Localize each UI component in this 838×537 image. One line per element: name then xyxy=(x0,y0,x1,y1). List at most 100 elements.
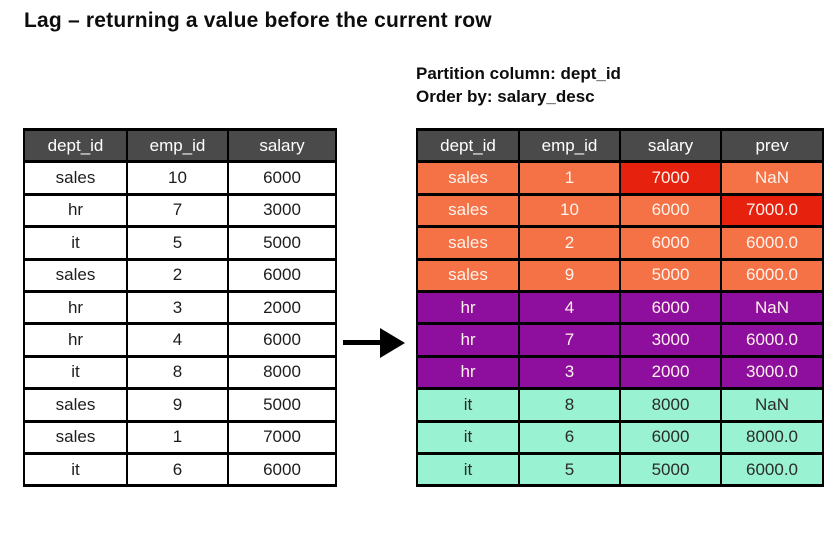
table-row: hr 3 2000 xyxy=(23,289,337,326)
table-cell: 8 xyxy=(126,354,229,391)
column-header-dept_id: dept_id xyxy=(23,127,128,164)
table-cell: 9 xyxy=(518,257,621,293)
table-row: it 8 8000 NaN xyxy=(416,387,824,423)
transform-arrow-icon xyxy=(343,328,405,358)
page-title: Lag – returning a value before the curre… xyxy=(24,9,492,32)
table-cell: 6000 xyxy=(619,225,722,261)
column-header-dept_id: dept_id xyxy=(416,127,520,164)
table-cell: sales xyxy=(23,257,128,293)
table-cell: 6000 xyxy=(619,289,722,326)
table-row: sales 9 5000 xyxy=(23,387,337,423)
table-row: hr 7 3000 6000.0 xyxy=(416,322,824,358)
table-cell: hr xyxy=(416,354,520,391)
table-cell: NaN xyxy=(720,160,824,196)
table-cell: sales xyxy=(416,257,520,293)
arrow-head xyxy=(380,328,405,358)
table-row: hr 3 2000 3000.0 xyxy=(416,354,824,391)
header-row: dept_id emp_id salary xyxy=(23,127,337,164)
table-cell: it xyxy=(23,451,128,488)
table-cell: 6000 xyxy=(619,192,722,229)
table-cell: 4 xyxy=(126,322,229,358)
table-cell: 5 xyxy=(518,451,621,488)
partition-column-label: Partition column: dept_id xyxy=(416,64,621,83)
table-row: it 8 8000 xyxy=(23,354,337,391)
table-cell: sales xyxy=(23,160,128,196)
table-cell: 8 xyxy=(518,387,621,423)
table-row: sales 10 6000 xyxy=(23,160,337,196)
arrow-shaft xyxy=(343,340,387,345)
table-cell: sales xyxy=(23,387,128,423)
table-cell: 2 xyxy=(126,257,229,293)
table-cell: 3000 xyxy=(619,322,722,358)
table-row: hr 4 6000 xyxy=(23,322,337,358)
table-cell: 6000 xyxy=(227,257,337,293)
table-cell: 6 xyxy=(126,451,229,488)
table-cell: 4 xyxy=(518,289,621,326)
table-cell: 8000 xyxy=(227,354,337,391)
table-row: sales 2 6000 xyxy=(23,257,337,293)
table-cell: NaN xyxy=(720,289,824,326)
table-cell: 3 xyxy=(518,354,621,391)
table-cell: sales xyxy=(416,192,520,229)
table-cell: hr xyxy=(23,289,128,326)
table-cell: 5000 xyxy=(619,257,722,293)
table-row: sales 10 6000 7000.0 xyxy=(416,192,824,229)
table-row: sales 1 7000 xyxy=(23,419,337,455)
table-row: hr 7 3000 xyxy=(23,192,337,229)
table-cell: NaN xyxy=(720,387,824,423)
header-row: dept_id emp_id salary prev xyxy=(416,127,824,164)
table-cell: 6000.0 xyxy=(720,322,824,358)
table-cell: 5000 xyxy=(227,387,337,423)
table-cell: 7000 xyxy=(619,160,722,196)
table-cell: it xyxy=(416,419,520,455)
column-header-emp_id: emp_id xyxy=(518,127,621,164)
table-cell: sales xyxy=(23,419,128,455)
table-cell: 8000.0 xyxy=(720,419,824,455)
table-cell: 6 xyxy=(518,419,621,455)
table-cell: 2000 xyxy=(619,354,722,391)
result-annotation: Partition column: dept_id Order by: sala… xyxy=(416,62,621,108)
table-cell: 3000 xyxy=(227,192,337,229)
column-header-prev: prev xyxy=(720,127,824,164)
table-row: it 6 6000 xyxy=(23,451,337,488)
table-cell: 10 xyxy=(126,160,229,196)
table-cell: 6000.0 xyxy=(720,225,824,261)
column-header-emp_id: emp_id xyxy=(126,127,229,164)
table-cell: sales xyxy=(416,225,520,261)
table-cell: hr xyxy=(23,192,128,229)
table-cell: 2 xyxy=(518,225,621,261)
table-row: it 5 5000 6000.0 xyxy=(416,451,824,488)
table-cell: 7 xyxy=(518,322,621,358)
result-table: dept_id emp_id salary prev sales 1 7000 NaN sal… xyxy=(416,127,824,488)
table-cell: 1 xyxy=(518,160,621,196)
table-cell: sales xyxy=(416,160,520,196)
table-cell: 2000 xyxy=(227,289,337,326)
table-cell: 5 xyxy=(126,225,229,261)
input-table: dept_id emp_id salary sales 10 6000 hr 7 3000 it… xyxy=(23,127,337,488)
table-cell: 3 xyxy=(126,289,229,326)
column-header-salary: salary xyxy=(227,127,337,164)
table-cell: hr xyxy=(23,322,128,358)
column-header-salary: salary xyxy=(619,127,722,164)
table-cell: hr xyxy=(416,289,520,326)
table-cell: 10 xyxy=(518,192,621,229)
table-cell: 7 xyxy=(126,192,229,229)
table-row: it 6 6000 8000.0 xyxy=(416,419,824,455)
table-cell: 6000 xyxy=(619,419,722,455)
table-cell: 7000 xyxy=(227,419,337,455)
table-cell: hr xyxy=(416,322,520,358)
table-cell: 9 xyxy=(126,387,229,423)
table-cell: 6000 xyxy=(227,322,337,358)
table-cell: 6000 xyxy=(227,451,337,488)
table-cell: it xyxy=(23,225,128,261)
table-row: sales 1 7000 NaN xyxy=(416,160,824,196)
table-cell: 7000.0 xyxy=(720,192,824,229)
table-cell: 6000.0 xyxy=(720,257,824,293)
order-by-label: Order by: salary_desc xyxy=(416,87,595,106)
table-row: sales 2 6000 6000.0 xyxy=(416,225,824,261)
table-row: hr 4 6000 NaN xyxy=(416,289,824,326)
table-cell: 8000 xyxy=(619,387,722,423)
table-cell: 5000 xyxy=(227,225,337,261)
table-cell: it xyxy=(416,451,520,488)
table-cell: 1 xyxy=(126,419,229,455)
